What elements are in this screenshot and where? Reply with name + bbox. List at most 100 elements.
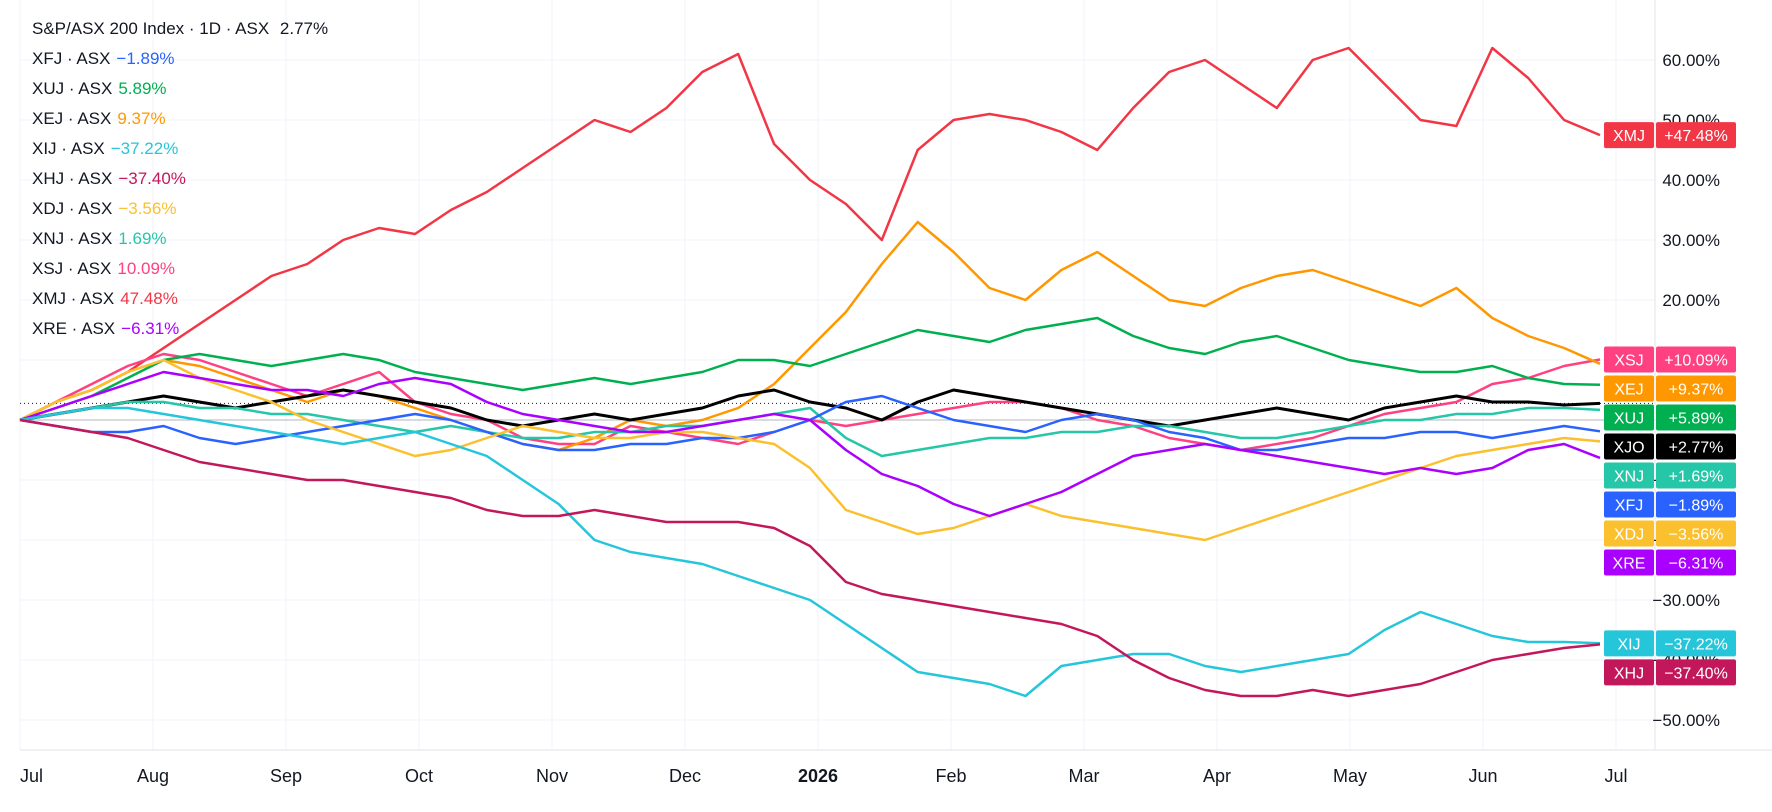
last-value-label-xhj: XHJ −37.40% <box>1604 659 1736 686</box>
y-tick-label: 20.00% <box>1662 291 1720 310</box>
x-tick-label: Jul <box>20 766 43 786</box>
legend-symbol: XEJ · ASX <box>32 109 112 128</box>
series-line-xre[interactable] <box>19 370 1601 518</box>
label-symbol: XEJ <box>1614 381 1643 398</box>
legend-row[interactable]: XUJ · ASX 5.89% <box>32 74 328 104</box>
chart-title: S&P/ASX 200 Index · 1D · ASX <box>32 19 270 38</box>
label-value: −1.89% <box>1669 497 1724 514</box>
label-symbol: XIJ <box>1617 636 1640 653</box>
label-symbol: XUJ <box>1614 410 1644 427</box>
series-line-xhj[interactable] <box>19 418 1601 698</box>
last-value-labels: XMJ +47.48% XSJ +10.09% XEJ +9.37% XUJ +5.89% XJ… <box>1604 122 1736 686</box>
x-tick-label: Jun <box>1468 766 1497 786</box>
x-tick-label: Mar <box>1069 766 1100 786</box>
label-symbol: XMJ <box>1613 128 1645 145</box>
legend-value: −3.56% <box>118 199 177 218</box>
legend-symbol: XSJ · ASX <box>32 259 112 278</box>
legend-symbol: XUJ · ASX <box>32 79 113 98</box>
legend-row[interactable]: XFJ · ASX −1.89% <box>32 44 328 74</box>
x-tick-label: Apr <box>1203 766 1231 786</box>
legend-row[interactable]: XSJ · ASX 10.09% <box>32 254 328 284</box>
legend-value: 10.09% <box>117 259 176 278</box>
legend-symbol: XDJ · ASX <box>32 199 113 218</box>
label-value: −6.31% <box>1669 555 1724 572</box>
legend-row[interactable]: XRE · ASX −6.31% <box>32 314 328 344</box>
label-value: −3.56% <box>1669 526 1724 543</box>
chart-title-value: 2.77% <box>279 19 329 38</box>
last-value-label-xuj: XUJ +5.89% <box>1604 404 1736 431</box>
legend-value: −37.22% <box>110 139 179 158</box>
label-value: +10.09% <box>1664 352 1728 369</box>
y-tick-label: 30.00% <box>1662 231 1720 250</box>
legend-symbol: XFJ · ASX <box>32 49 111 68</box>
series-line-xej[interactable] <box>19 220 1601 452</box>
x-tick-label: Oct <box>405 766 433 786</box>
last-value-label-xsj: XSJ +10.09% <box>1604 346 1736 373</box>
legend-symbol: XIJ · ASX <box>32 139 105 158</box>
series-line-xnj[interactable] <box>19 400 1601 458</box>
label-value: +9.37% <box>1669 381 1724 398</box>
x-tick-label: 2026 <box>798 766 838 786</box>
time-axis[interactable]: Jul Aug Sep Oct Nov Dec 2026 Feb Mar Apr May Jun Jul <box>20 766 1628 786</box>
label-symbol: XRE <box>1613 555 1646 572</box>
x-tick-label: Sep <box>270 766 302 786</box>
label-symbol: XNJ <box>1614 468 1644 485</box>
series-line-xjo[interactable] <box>19 388 1601 428</box>
last-value-label-xre: XRE −6.31% <box>1604 549 1736 576</box>
label-symbol: XSJ <box>1614 352 1643 369</box>
label-symbol: XHJ <box>1614 665 1644 682</box>
x-tick-label: Nov <box>536 766 568 786</box>
legend-symbol: XMJ · ASX <box>32 289 115 308</box>
x-tick-label: Dec <box>669 766 701 786</box>
last-value-label-xfj: XFJ −1.89% <box>1604 491 1736 518</box>
label-value: −37.40% <box>1664 665 1728 682</box>
legend-value: −37.40% <box>118 169 186 188</box>
legend-row[interactable]: XMJ · ASX 47.48% <box>32 284 328 314</box>
legend-symbol: XRE · ASX <box>32 319 116 338</box>
legend-row[interactable]: XEJ · ASX 9.37% <box>32 104 328 134</box>
label-symbol: XFJ <box>1615 497 1643 514</box>
series-line-xmj[interactable] <box>19 46 1601 422</box>
label-value: −37.22% <box>1664 636 1728 653</box>
legend-value: 47.48% <box>120 289 178 308</box>
legend-value: 9.37% <box>117 109 166 128</box>
last-value-label-xij: XIJ −37.22% <box>1604 630 1736 657</box>
series-line-xuj[interactable] <box>19 316 1601 422</box>
last-value-label-xnj: XNJ +1.69% <box>1604 462 1736 489</box>
legend-row[interactable]: XNJ · ASX 1.69% <box>32 224 328 254</box>
legend-row[interactable]: XIJ · ASX −37.22% <box>32 134 328 164</box>
legend-value: −1.89% <box>116 49 175 68</box>
last-value-label-xmj: XMJ +47.48% <box>1604 122 1736 149</box>
legend-value: 1.69% <box>118 229 167 248</box>
label-value: +2.77% <box>1669 439 1724 456</box>
label-value: +5.89% <box>1669 410 1724 427</box>
label-value: +1.69% <box>1669 468 1724 485</box>
series-line-xdj[interactable] <box>19 358 1601 542</box>
legend-symbol: XNJ · ASX <box>32 229 113 248</box>
y-tick-label: 40.00% <box>1662 171 1720 190</box>
legend-row[interactable]: XDJ · ASX −3.56% <box>32 194 328 224</box>
legend-value: 5.89% <box>118 79 167 98</box>
series-lines <box>19 46 1601 698</box>
legend-symbol: XHJ · ASX <box>32 169 113 188</box>
series-line-xij[interactable] <box>19 406 1601 698</box>
label-value: +47.48% <box>1664 128 1728 145</box>
legend-entries: XFJ · ASX −1.89% XUJ · ASX 5.89% XEJ · ASX 9.… <box>32 44 328 344</box>
legend-title-row[interactable]: S&P/ASX 200 Index · 1D · ASX 2.77% <box>32 14 328 44</box>
legend-row[interactable]: XHJ · ASX −37.40% <box>32 164 328 194</box>
y-tick-label: −50.00% <box>1652 711 1720 730</box>
last-value-label-xdj: XDJ −3.56% <box>1604 520 1736 547</box>
last-value-label-xej: XEJ +9.37% <box>1604 375 1736 402</box>
last-value-label-xjo: XJO +2.77% <box>1604 433 1736 460</box>
y-tick-label: −30.00% <box>1652 591 1720 610</box>
x-tick-label: May <box>1333 766 1367 786</box>
chart-legend: S&P/ASX 200 Index · 1D · ASX 2.77% XFJ ·… <box>32 14 328 344</box>
y-tick-label: 60.00% <box>1662 51 1720 70</box>
legend-value: −6.31% <box>121 319 180 338</box>
x-tick-label: Jul <box>1604 766 1627 786</box>
label-symbol: XDJ <box>1614 526 1644 543</box>
x-tick-label: Aug <box>137 766 169 786</box>
x-tick-label: Feb <box>935 766 966 786</box>
